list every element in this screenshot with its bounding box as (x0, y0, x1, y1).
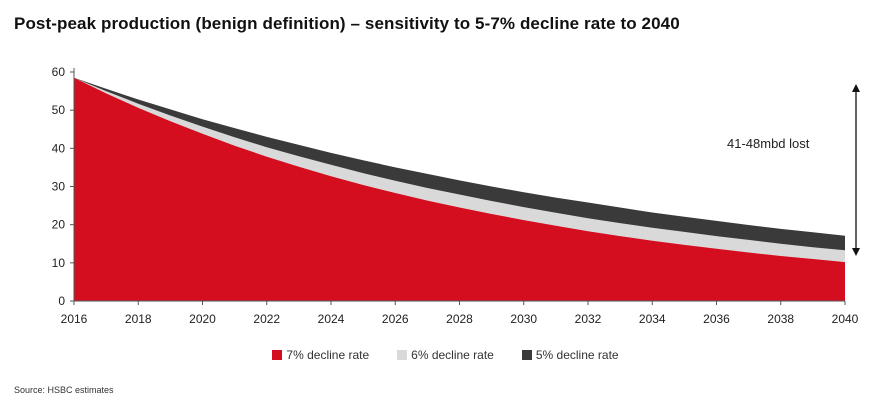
x-tick-label: 2018 (125, 312, 152, 326)
x-tick-label: 2024 (318, 312, 345, 326)
x-tick-label: 2020 (189, 312, 216, 326)
x-tick-label: 2022 (253, 312, 280, 326)
x-tick-label: 2028 (446, 312, 473, 326)
y-tick-label: 20 (52, 218, 66, 232)
y-tick-label: 50 (52, 103, 66, 117)
x-tick-label: 2016 (61, 312, 88, 326)
source-note: Source: HSBC estimates (14, 385, 114, 395)
y-tick-label: 10 (52, 256, 66, 270)
legend-swatch-6pct (397, 350, 408, 360)
chart-legend: 7% decline rate 6% decline rate 5% decli… (0, 348, 891, 362)
y-tick-label: 40 (52, 141, 66, 155)
legend-label-6pct: 6% decline rate (411, 348, 494, 362)
y-tick-label: 0 (58, 294, 65, 308)
x-tick-label: 2040 (832, 312, 859, 326)
area-series-7-decline-rate (74, 77, 845, 301)
legend-label-7pct: 7% decline rate (286, 348, 370, 362)
lost-annotation: 41-48mbd lost (727, 136, 810, 151)
x-tick-label: 2026 (382, 312, 409, 326)
y-tick-label: 30 (52, 180, 66, 194)
legend-item-6pct: 6% decline rate (397, 348, 494, 362)
range-arrow-head-up (852, 84, 860, 92)
x-tick-label: 2030 (510, 312, 537, 326)
x-tick-label: 2032 (575, 312, 602, 326)
legend-swatch-5pct (521, 350, 532, 360)
legend-label-5pct: 5% decline rate (535, 348, 619, 362)
x-tick-label: 2034 (639, 312, 666, 326)
chart-title: Post-peak production (benign definition)… (14, 14, 680, 33)
x-tick-label: 2038 (767, 312, 794, 326)
legend-item-5pct: 5% decline rate (521, 348, 619, 362)
range-arrow-head-down (852, 248, 860, 256)
legend-item-7pct: 7% decline rate (272, 348, 369, 362)
x-tick-label: 2036 (703, 312, 730, 326)
legend-swatch-7pct (272, 350, 283, 360)
y-tick-label: 60 (52, 65, 66, 79)
